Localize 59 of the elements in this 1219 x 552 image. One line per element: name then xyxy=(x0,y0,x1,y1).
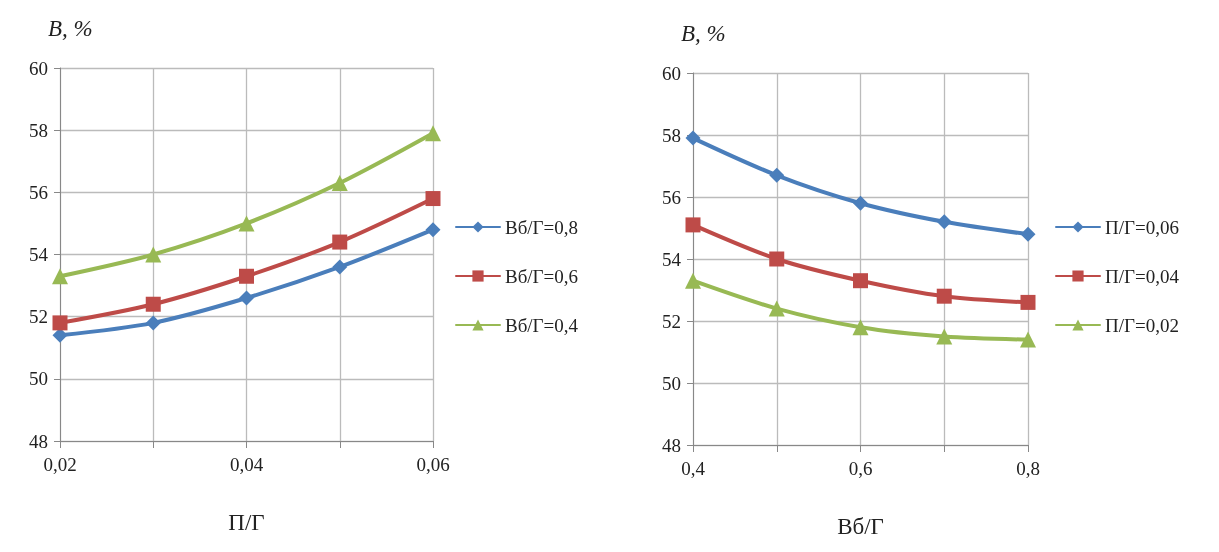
point xyxy=(52,315,68,331)
x-tick-label: 0,04 xyxy=(229,454,264,475)
point xyxy=(332,259,348,275)
point xyxy=(853,195,868,211)
legend-label: П/Г=0,06 xyxy=(1105,216,1179,238)
legend-label: Вб/Г=0,8 xyxy=(505,216,579,238)
y-tick-label: 60 xyxy=(29,57,48,79)
y-tick-label: 52 xyxy=(662,310,681,332)
x-tick-label: 0,8 xyxy=(1016,458,1040,479)
y-tick-label: 54 xyxy=(29,244,49,265)
y-tick-label: 56 xyxy=(662,186,681,208)
point xyxy=(145,296,161,312)
y-axis-title: B, % xyxy=(681,21,726,46)
point xyxy=(769,167,785,183)
legend-label: Вб/Г=0,4 xyxy=(505,314,579,336)
y-tick-label: 48 xyxy=(29,430,48,452)
point xyxy=(853,273,868,289)
y-tick-label: 54 xyxy=(662,248,682,270)
y-axis-title: B, % xyxy=(48,16,93,41)
point xyxy=(238,215,255,232)
y-tick-label: 50 xyxy=(662,372,681,394)
x-tick-label: 0,6 xyxy=(848,458,873,479)
x-tick-label: 0,02 xyxy=(43,454,77,475)
y-tick-label: 52 xyxy=(29,306,48,328)
point xyxy=(852,319,869,336)
point xyxy=(936,288,952,304)
point xyxy=(425,191,441,207)
point xyxy=(769,251,785,267)
point xyxy=(425,222,441,238)
point xyxy=(239,290,254,306)
point xyxy=(331,175,348,192)
x-axis-title: П/Г xyxy=(228,510,265,535)
point xyxy=(145,246,162,263)
point xyxy=(332,234,348,250)
point xyxy=(1020,226,1036,242)
point xyxy=(685,130,701,146)
x-axis-title: Вб/Г xyxy=(837,514,884,539)
y-tick-label: 48 xyxy=(662,434,681,456)
point xyxy=(239,268,254,284)
point xyxy=(936,214,952,230)
point xyxy=(768,300,785,317)
point xyxy=(1020,294,1036,310)
point xyxy=(425,125,441,142)
point xyxy=(685,217,701,233)
y-tick-label: 58 xyxy=(662,124,681,146)
point xyxy=(145,315,161,331)
y-tick-label: 60 xyxy=(662,62,681,84)
y-tick-label: 50 xyxy=(29,368,48,390)
y-tick-label: 56 xyxy=(29,181,48,203)
legend-label: Вб/Г=0,6 xyxy=(505,265,579,287)
legend-label: П/Г=0,04 xyxy=(1105,265,1180,287)
y-tick-label: 58 xyxy=(29,119,48,141)
x-tick-label: 0,4 xyxy=(681,458,706,479)
point xyxy=(1020,331,1036,348)
point xyxy=(685,272,701,289)
point xyxy=(936,328,953,345)
x-tick-label: 0,06 xyxy=(416,454,450,475)
legend-label: П/Г=0,02 xyxy=(1105,314,1179,336)
point xyxy=(52,268,68,285)
